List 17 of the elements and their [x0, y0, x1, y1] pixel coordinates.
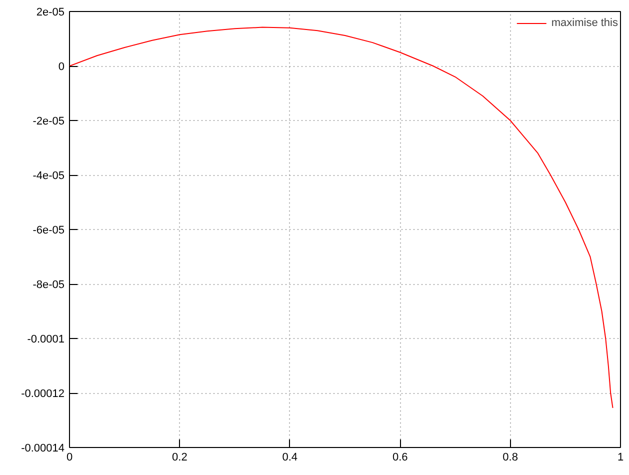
x-tick-label: 0.8 — [502, 452, 518, 464]
x-tick-label: 1 — [617, 452, 624, 464]
y-tick-label: -0.00012 — [21, 388, 65, 400]
x-tick-label: 0.6 — [392, 452, 408, 464]
line-series — [70, 26, 614, 408]
y-tick-label: 0 — [58, 61, 65, 73]
y-tick-label: -4e-05 — [32, 170, 64, 182]
y-tick-label: -6e-05 — [32, 224, 64, 236]
x-tick-label: 0 — [66, 452, 73, 464]
y-tick-label: -8e-05 — [32, 279, 64, 291]
y-tick-label: -0.0001 — [27, 334, 65, 346]
y-tick-label: -0.00014 — [21, 442, 65, 454]
y-tick-label: -2e-05 — [32, 116, 64, 128]
x-tick-label: 0.4 — [282, 452, 298, 464]
x-tick-label: 0.2 — [172, 452, 188, 464]
y-tick-label: 2e-05 — [36, 6, 65, 18]
legend-label: maximise this — [551, 17, 618, 29]
